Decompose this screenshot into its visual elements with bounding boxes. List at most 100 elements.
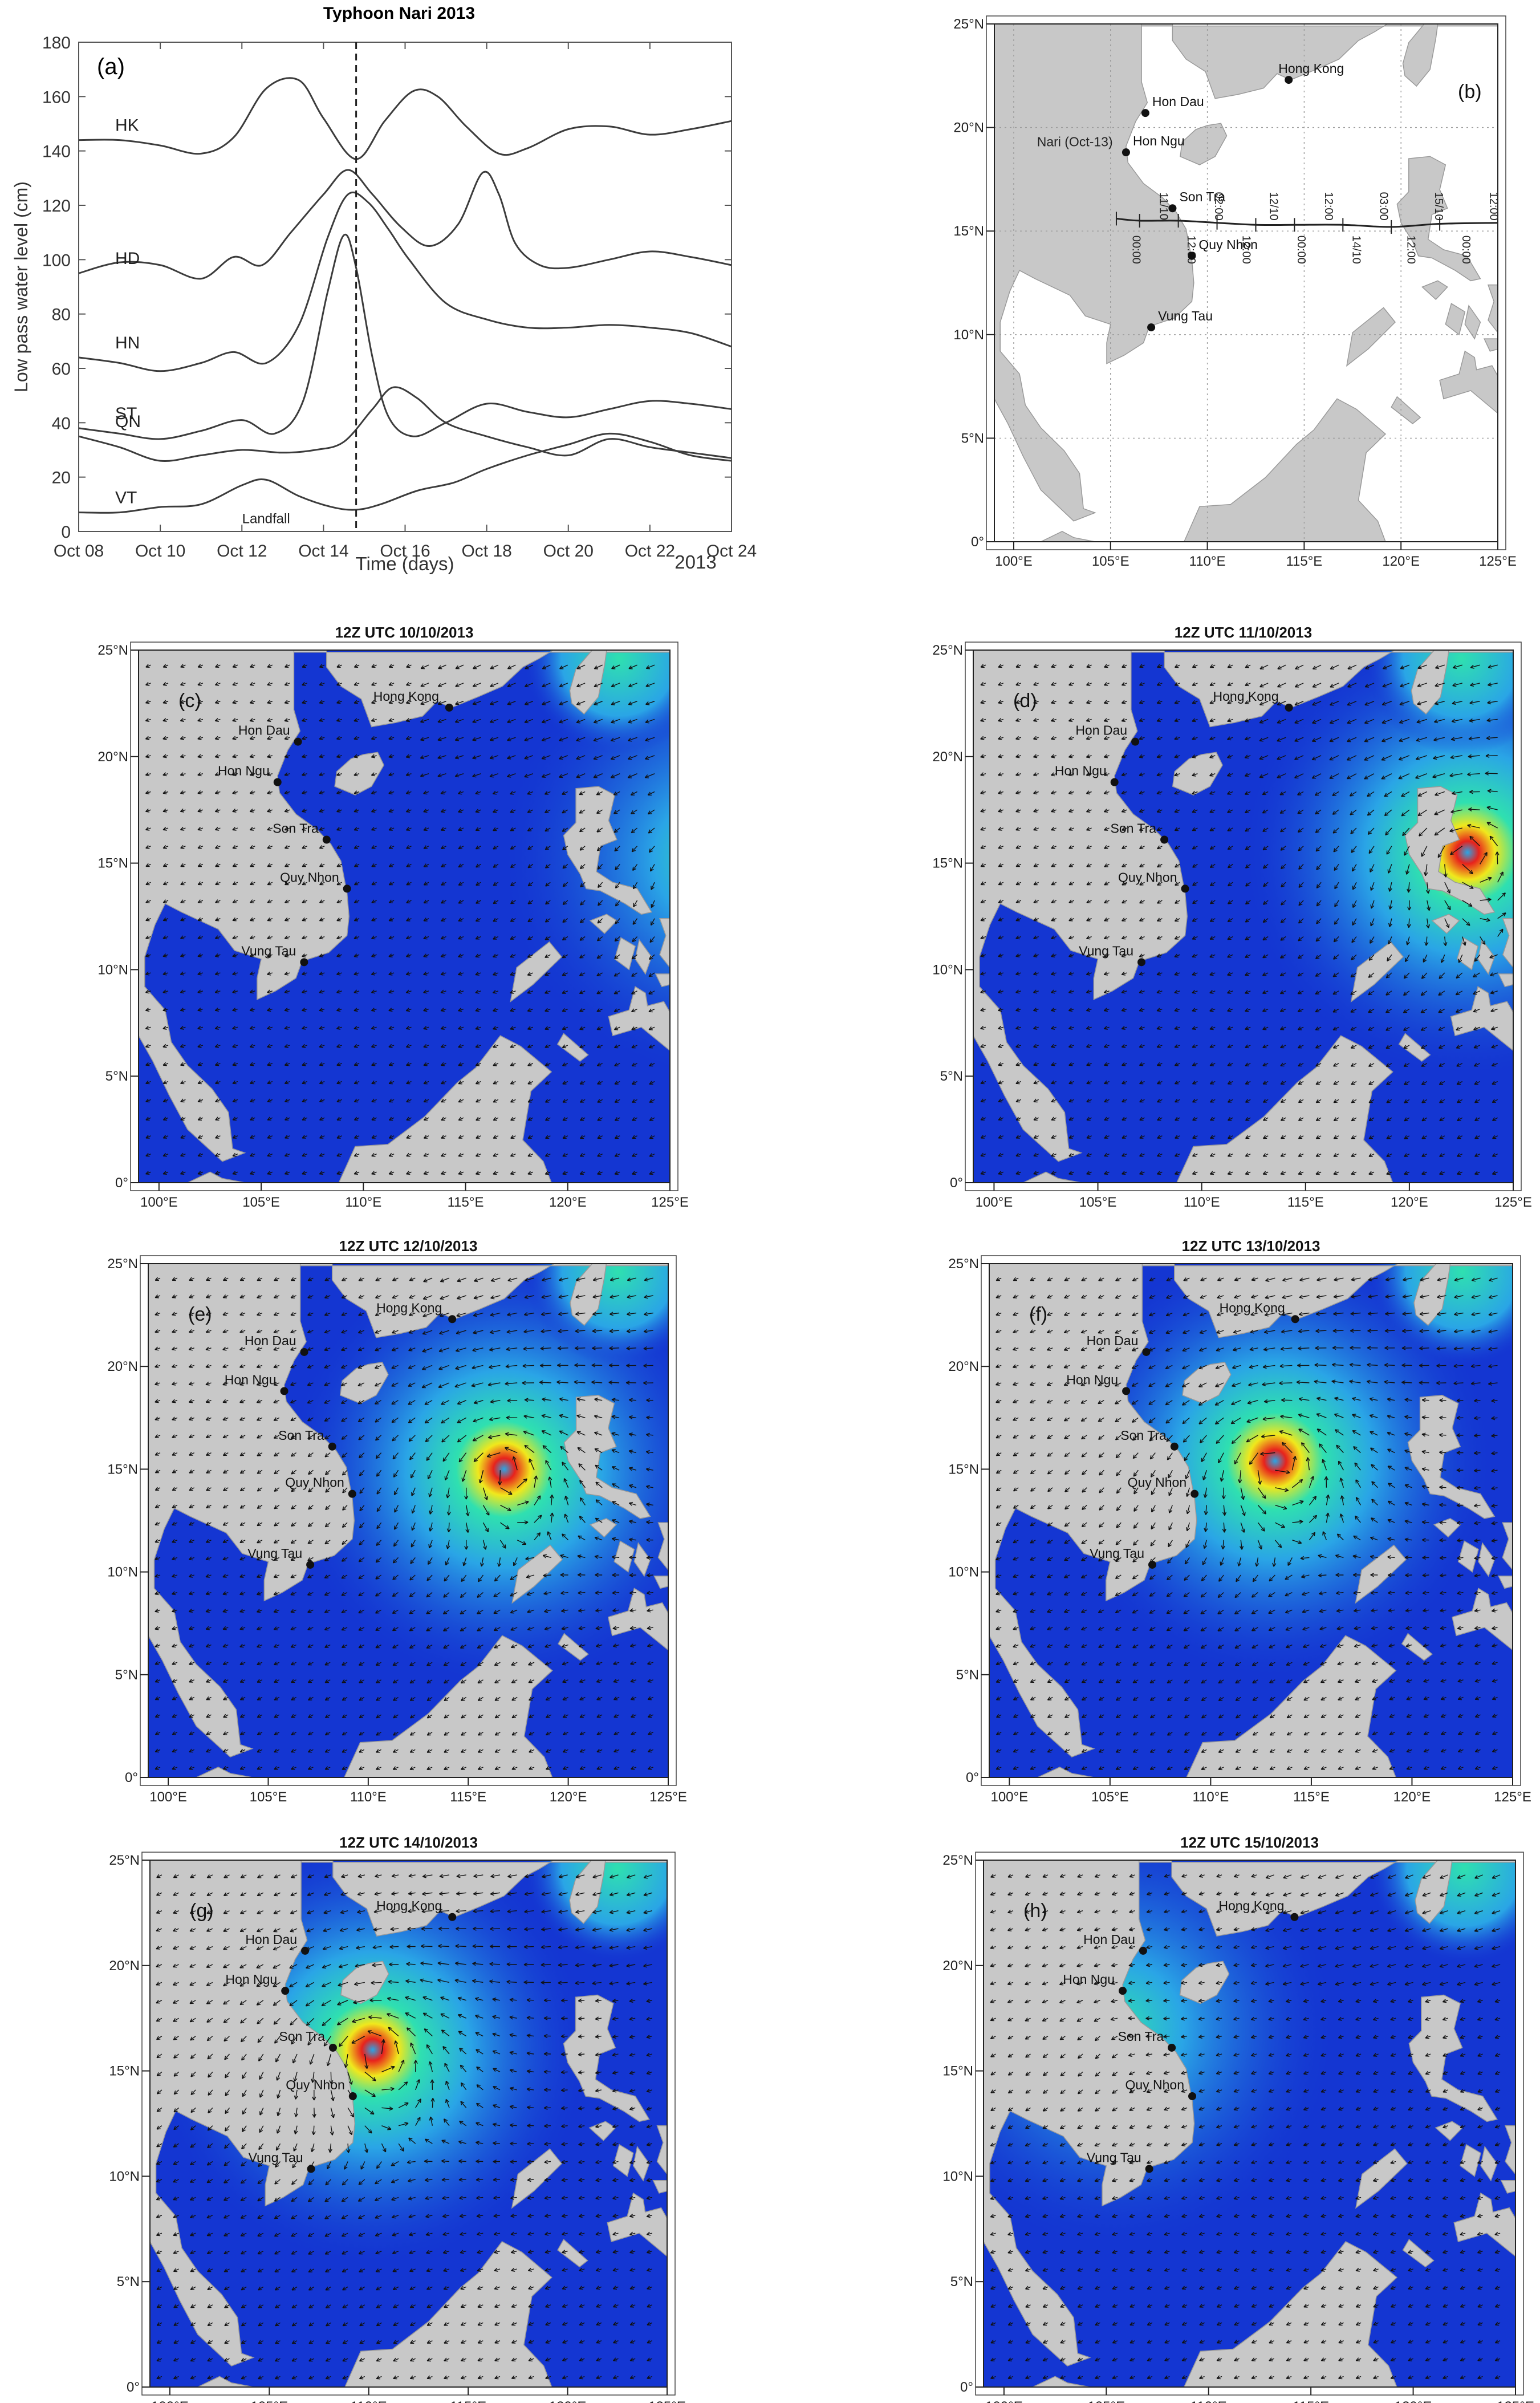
vector-arrow-head xyxy=(562,1062,567,1066)
vector-arrow-head xyxy=(562,972,566,976)
vector-arrow xyxy=(524,737,534,741)
vector-arrow-head xyxy=(596,955,601,959)
vector-arrow-head xyxy=(353,845,359,849)
vector-arrow-head xyxy=(1103,953,1108,957)
vector-arrow xyxy=(1474,1081,1481,1085)
vector-arrow xyxy=(527,918,534,922)
vector-arrow xyxy=(1192,1135,1198,1139)
vector-arrow xyxy=(576,664,586,669)
vector-arrow xyxy=(1421,1135,1428,1139)
vector-arrow-head xyxy=(492,809,497,813)
vector-arrow xyxy=(423,954,429,957)
vector-arrow xyxy=(1245,719,1251,722)
vector-arrow xyxy=(405,773,412,776)
vector-arrow xyxy=(1332,1008,1339,1013)
vector-arrow-head xyxy=(267,809,271,813)
vector-arrow-head xyxy=(1209,972,1214,976)
vector-arrow-head xyxy=(527,1135,532,1139)
vector-arrow xyxy=(215,954,221,957)
panel-d-label: (d) xyxy=(1013,690,1037,712)
vector-arrow-head xyxy=(998,1044,1002,1048)
vector-arrow-head xyxy=(492,989,497,994)
vector-arrow xyxy=(302,1171,307,1175)
vector-arrow xyxy=(1350,827,1357,834)
vector-arrow-head xyxy=(1262,1135,1267,1139)
vector-arrow xyxy=(319,1135,325,1139)
vector-arrow-head xyxy=(1086,1025,1091,1030)
vector-arrow xyxy=(1139,972,1145,975)
vector-arrow xyxy=(1364,755,1375,761)
vector-arrow-head xyxy=(1103,754,1108,758)
vector-arrow-head xyxy=(284,790,289,795)
vector-arrow xyxy=(215,1153,221,1156)
vector-arrow-head xyxy=(1227,990,1232,994)
vector-arrow-head xyxy=(1262,936,1267,941)
vector-arrow xyxy=(437,755,446,759)
vector-arrow xyxy=(458,1153,464,1157)
vector-arrow-head xyxy=(562,846,567,851)
vector-arrow xyxy=(197,972,204,975)
vector-arrow-head xyxy=(336,1098,341,1103)
vector-arrow-head xyxy=(524,756,529,760)
vector-arrow xyxy=(980,846,986,849)
vector-arrow-head xyxy=(1192,936,1196,940)
vector-arrow xyxy=(353,936,360,939)
vector-arrow xyxy=(388,954,395,957)
vector-arrow xyxy=(1263,1153,1269,1157)
vector-arrow xyxy=(458,882,464,886)
vector-arrow-head xyxy=(458,972,462,976)
lon-tick-label: 105°E xyxy=(1079,1195,1117,1210)
vector-arrow-head xyxy=(162,845,167,849)
vector-arrow-head xyxy=(1298,1171,1302,1175)
vector-arrow-head xyxy=(180,863,185,867)
vector-arrow xyxy=(1192,773,1198,776)
vector-arrow-head xyxy=(1122,664,1126,668)
vector-arrow-head xyxy=(145,989,150,994)
vector-arrow xyxy=(1051,1099,1057,1102)
vector-arrow xyxy=(598,900,603,906)
vector-arrow-head xyxy=(1281,883,1285,888)
vector-arrow-head xyxy=(284,845,289,849)
vector-arrow-head xyxy=(1315,1117,1320,1121)
vector-arrow-head xyxy=(632,1153,636,1157)
vector-arrow xyxy=(1385,991,1392,996)
vector-arrow-head xyxy=(440,971,445,976)
vector-arrow-head xyxy=(1033,917,1038,922)
vector-arrow-head xyxy=(1445,923,1450,928)
vector-arrow xyxy=(1228,1171,1233,1175)
vector-arrow-head xyxy=(579,1008,584,1012)
vector-arrow-head xyxy=(1364,738,1368,742)
vector-arrow xyxy=(576,701,586,705)
vector-arrow xyxy=(1051,827,1057,831)
vector-arrow-head xyxy=(1227,718,1232,722)
vector-arrow xyxy=(1086,936,1092,939)
vector-arrow xyxy=(649,1153,655,1157)
vector-arrow xyxy=(353,954,360,957)
vector-arrow xyxy=(1122,809,1127,813)
station-label: Hon Dau xyxy=(1152,94,1204,109)
vector-arrow xyxy=(1315,936,1322,942)
vector-arrow-head xyxy=(1346,775,1351,780)
vector-arrow-head xyxy=(1139,664,1144,668)
vector-arrow-head xyxy=(180,772,185,777)
vector-arrow-head xyxy=(1457,1099,1461,1103)
vector-arrow xyxy=(319,664,325,668)
vector-arrow-head xyxy=(319,1044,323,1048)
vector-arrow-head xyxy=(579,919,584,923)
vector-arrow-head xyxy=(1405,870,1410,875)
vector-arrow xyxy=(336,846,342,849)
vector-arrow xyxy=(1245,863,1251,868)
vector-arrow-head xyxy=(1086,754,1091,758)
vector-arrow-head xyxy=(353,863,359,867)
vector-arrow xyxy=(423,991,429,993)
vector-arrow xyxy=(1033,1099,1039,1102)
vector-arrow-head xyxy=(1157,863,1161,868)
vector-arrow-head xyxy=(492,972,497,976)
vector-arrow xyxy=(650,864,655,872)
vector-arrow xyxy=(648,1008,655,1012)
vector-arrow xyxy=(510,827,516,831)
vector-arrow xyxy=(437,773,446,777)
vector-arrow xyxy=(545,991,551,994)
vector-arrow-head xyxy=(1262,1008,1267,1012)
